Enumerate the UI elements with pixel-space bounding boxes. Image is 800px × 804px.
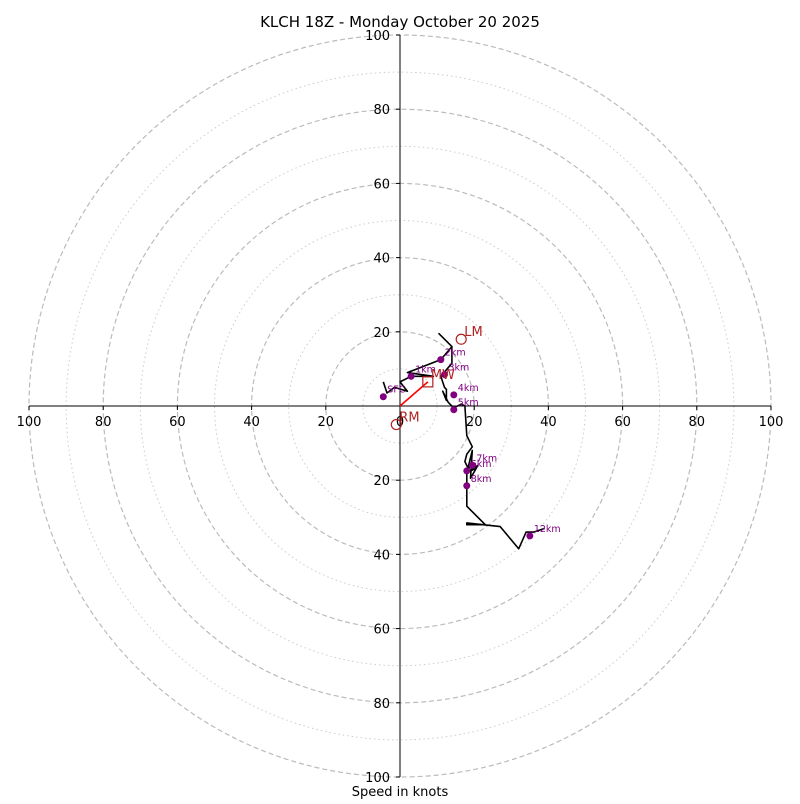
y-tick-label: 80: [373, 103, 390, 118]
height-marker-label: 12km: [534, 524, 561, 535]
height-marker-point: [450, 391, 458, 399]
x-tick-label: 80: [95, 415, 112, 430]
height-marker-point: [407, 372, 415, 380]
storm-motion-marker: [455, 333, 467, 345]
y-tick-label: 40: [373, 548, 390, 563]
y-tick-label: 60: [373, 177, 390, 192]
y-tick-label: 80: [373, 697, 390, 712]
wind-trace-group: [382, 332, 545, 550]
hodograph-trace: [382, 332, 545, 550]
x-axis-label: Speed in knots: [352, 785, 449, 800]
x-tick-label: 0: [396, 415, 404, 430]
height-marker-label: 8km: [471, 474, 492, 485]
y-tick-label: 20: [373, 474, 390, 489]
y-tick-label: 20: [373, 326, 390, 341]
x-tick-label: 40: [540, 415, 557, 430]
storm-motion-label: LM: [464, 325, 482, 340]
x-tick-label: 100: [759, 415, 784, 430]
y-tick-label: 100: [365, 771, 390, 786]
storm-motion-label: RM: [399, 411, 419, 426]
x-tick-label: 60: [169, 415, 186, 430]
height-marker-label: 2km: [445, 348, 466, 359]
height-marker-point: [526, 532, 534, 540]
height-marker-label: 1km: [415, 364, 436, 375]
x-tick-label: 80: [689, 415, 706, 430]
y-tick-label: 60: [373, 623, 390, 638]
height-marker-point: [437, 356, 445, 364]
height-marker-label: 6km: [471, 459, 492, 470]
x-tick-label: 40: [243, 415, 260, 430]
height-marker-label: 5km: [458, 398, 479, 409]
height-marker-label: 7km: [476, 453, 497, 464]
height-marker-label: 3km: [449, 362, 470, 373]
height-marker-label: 4km: [458, 383, 479, 394]
x-tick-label: 60: [614, 415, 631, 430]
y-tick-label: 40: [373, 252, 390, 267]
storm-motion-marker: [390, 418, 402, 431]
storm-motions: LM RM MW: [390, 325, 483, 431]
x-tick-label: 100: [17, 415, 42, 430]
height-marker-point: [463, 482, 471, 490]
height-marker-point: [468, 461, 476, 469]
tick-labels: 100 80 60 40 20 0 20 40 60 80 100 100 80 60 40 20 20 40 60…: [17, 29, 784, 786]
height-marker-point: [463, 467, 471, 475]
x-tick-label: 20: [466, 415, 483, 430]
height-marker-point: [450, 406, 458, 414]
height-marker-label: SFC: [387, 385, 405, 396]
x-tick-label: 20: [318, 415, 335, 430]
height-marker-point: [379, 393, 387, 401]
chart-title: KLCH 18Z - Monday October 20 2025: [260, 13, 540, 31]
height-marker-point: [441, 370, 449, 378]
storm-motion-marker: [422, 376, 434, 388]
y-tick-label: 100: [365, 29, 390, 44]
storm-motion-label: MW: [431, 368, 455, 383]
